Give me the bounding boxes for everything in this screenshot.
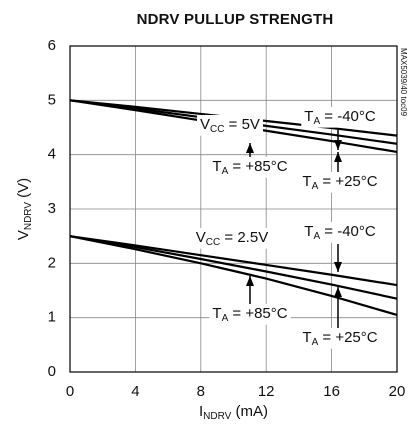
annotation-main: V [196, 229, 206, 246]
annotation-bg [299, 171, 381, 193]
annotation: TA = +85°C [212, 305, 287, 324]
plot-frame [69, 45, 398, 373]
y-axis-label-main: V [15, 230, 32, 240]
annotation-main: T [304, 108, 313, 125]
annotation-sub: A [222, 313, 229, 324]
arrow-head [334, 140, 342, 150]
annotation-rest: = -40°C [320, 223, 376, 240]
data-line [69, 235, 398, 300]
annotation-rest: = -40°C [320, 108, 376, 125]
data-line [69, 235, 398, 317]
x-tick-label: 4 [131, 383, 139, 400]
arrow-head [334, 287, 342, 297]
arrow-head [334, 262, 342, 272]
side-note: MAX5039/40 toc09 [399, 48, 408, 117]
annotation-main: T [212, 158, 221, 175]
annotation-main: T [212, 305, 221, 322]
annotation: VCC = 2.5V [196, 229, 268, 248]
x-tick-label: 12 [258, 383, 275, 400]
annotation-main: T [302, 173, 311, 190]
annotation-rest: = +85°C [228, 305, 288, 322]
x-tick-label: 16 [323, 383, 340, 400]
annotation: TA = -40°C [304, 108, 376, 127]
arrow-head [246, 276, 254, 286]
x-tick-label: 8 [197, 383, 205, 400]
data-line [69, 235, 398, 287]
annotation-main: T [302, 329, 311, 346]
annotation-sub: A [313, 231, 320, 242]
annotation-bg [192, 227, 272, 249]
x-axis-label-sub: NDRV [203, 411, 231, 422]
annotation-sub: CC [206, 237, 220, 248]
annotation-bg [299, 327, 381, 349]
annotation-bg [197, 114, 263, 136]
annotation-sub: A [312, 337, 319, 348]
x-axis-label-rest: (mA) [231, 403, 268, 420]
x-axis-label-main: I [199, 403, 203, 420]
annotation-bg [209, 303, 291, 325]
y-tick-label: 1 [48, 309, 56, 326]
annotation: TA = +25°C [302, 173, 377, 192]
annotation-rest: = 2.5V [220, 229, 268, 246]
x-tick-label: 20 [389, 383, 406, 400]
y-tick-label: 3 [48, 200, 56, 217]
annotation: TA = +25°C [302, 329, 377, 348]
annotation-bg [301, 106, 379, 128]
annotation-main: T [304, 223, 313, 240]
annotation-sub: A [312, 181, 319, 192]
x-tick-label: 0 [66, 383, 74, 400]
annotation: VCC = 5V [200, 116, 260, 135]
annotation: TA = +85°C [212, 158, 287, 177]
annotation-rest: = +25°C [318, 173, 378, 190]
y-axis-label-rest: (V) [15, 178, 32, 202]
annotation-sub: A [222, 166, 229, 177]
chart-title: NDRV PULLUP STRENGTH [137, 11, 334, 28]
annotation-rest: = 5V [225, 116, 260, 133]
y-tick-label: 0 [48, 363, 56, 380]
annotation-bg [301, 221, 379, 243]
y-tick-label: 4 [48, 146, 56, 163]
annotation-bg [209, 156, 291, 178]
annotation-rest: = +25°C [318, 329, 378, 346]
y-tick-label: 5 [48, 91, 56, 108]
y-axis-label-sub: NDRV [23, 202, 34, 230]
annotation-rest: = +85°C [228, 158, 288, 175]
arrow-head [334, 152, 342, 162]
annotation: TA = -40°C [304, 223, 376, 242]
x-axis-label: INDRV (mA) [199, 403, 268, 422]
y-tick-label: 2 [48, 254, 56, 271]
annotation-main: V [200, 116, 210, 133]
y-axis-label: VNDRV (V) [15, 178, 34, 240]
y-tick-label: 6 [48, 37, 56, 54]
annotation-sub: A [313, 116, 320, 127]
annotation-sub: CC [210, 124, 224, 135]
arrow-head [246, 143, 254, 153]
